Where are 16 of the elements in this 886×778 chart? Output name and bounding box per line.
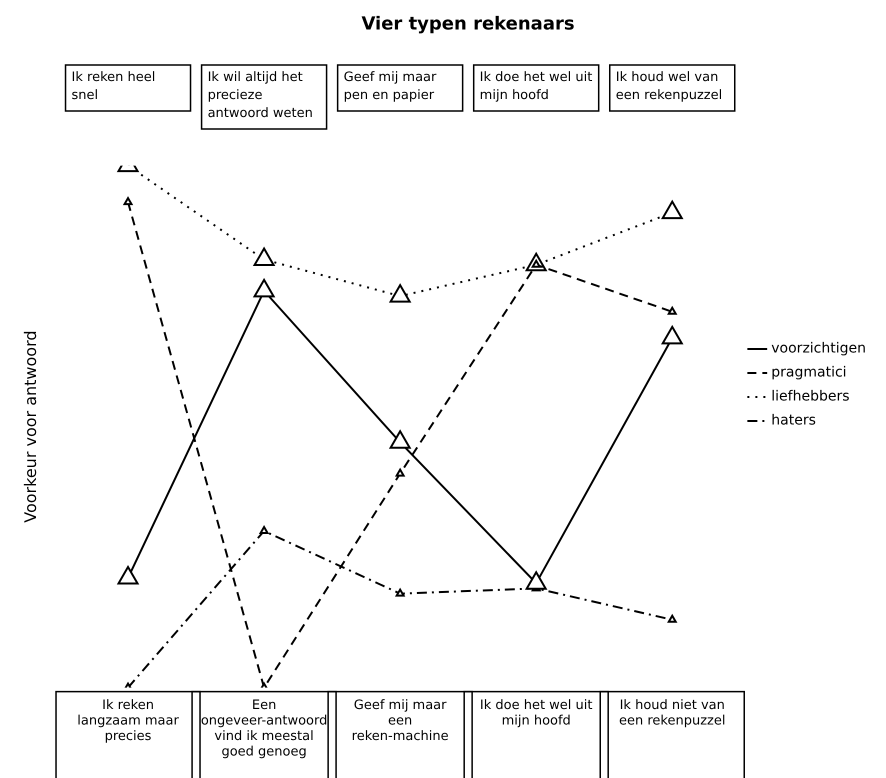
x-tick-label: Een ongeveer-antwoord vind ik meestal goed genoeg bbox=[200, 698, 328, 760]
text: Ik houd wel van een rekenpuzzel bbox=[616, 70, 722, 103]
legend-label: liefhebbers bbox=[771, 388, 850, 405]
y-axis-title: Voorkeur voor antwoord bbox=[21, 330, 40, 523]
legend-label: pragmatici bbox=[771, 364, 847, 381]
x-tick-label: Ik doe het wel uit mijn hoofd bbox=[480, 698, 592, 728]
text: Ik doe het wel uit mijn hoofd bbox=[480, 70, 592, 103]
chart-title: Vier typen rekenaars bbox=[361, 13, 575, 34]
legend-label: voorzichtigen bbox=[771, 340, 866, 357]
x-tick-label: Ik reken langzaam maar precies bbox=[77, 698, 180, 744]
legend-label: haters bbox=[771, 412, 816, 429]
text: Geef mij maar pen en papier bbox=[344, 70, 438, 103]
x-tick-label: Ik houd niet van een rekenpuzzel bbox=[619, 698, 726, 728]
text: Ik wil altijd het precieze antwoord weten bbox=[208, 70, 313, 121]
x-tick-label: Geef mij maar een reken-machine bbox=[352, 698, 449, 744]
text: Ik reken heel snel bbox=[72, 70, 156, 103]
